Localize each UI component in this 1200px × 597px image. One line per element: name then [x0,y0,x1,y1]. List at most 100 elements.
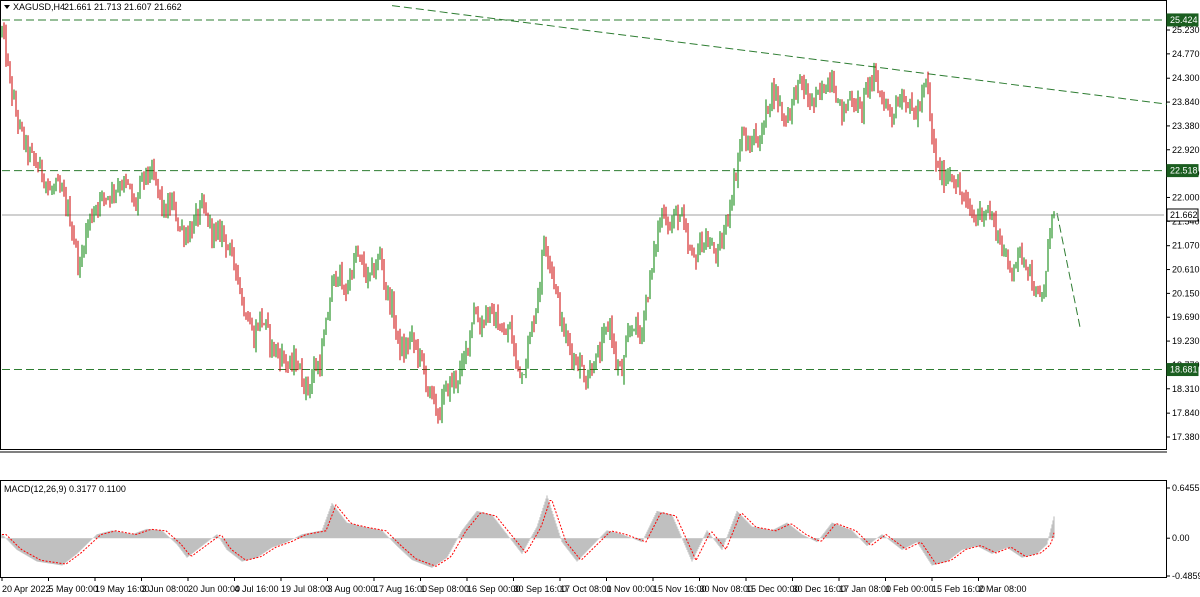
price-tick-label: 17.840 [1172,408,1200,418]
bear-candle-body [47,183,49,188]
bull-candle-body [141,174,143,182]
bear-candle-body [981,207,983,221]
bull-candle-body [93,212,95,219]
bear-candle-body [933,136,935,146]
bull-candle-body [391,297,393,311]
bear-candle-body [319,363,321,372]
bull-candle-body [325,319,327,335]
bull-candle-body [419,350,421,360]
bear-candle-body [823,84,825,93]
bull-candle-body [579,358,581,371]
level-badge [1166,208,1199,222]
bull-candle-body [909,100,911,107]
bull-candle-body [641,333,643,338]
bull-candle-body [849,94,851,100]
bull-candle-body [779,102,781,104]
bull-candle-body [89,214,91,226]
bull-candle-body [321,345,323,372]
bear-candle-body [1021,249,1023,261]
bear-candle-body [557,287,559,297]
level-badge [1166,13,1199,27]
bear-candle-body [875,69,877,79]
bear-candle-body [519,366,521,378]
bear-candle-body [3,28,5,33]
price-tick-label: 24.300 [1172,73,1200,83]
macd-tick-label: -0.4859 [1172,571,1200,581]
bull-candle-body [323,334,325,346]
bull-candle-body [465,347,467,356]
macd-panel[interactable] [0,480,1167,578]
bull-candle-body [317,363,319,371]
bull-candle-body [445,384,447,390]
bear-candle-body [961,192,963,199]
bull-candle-body [729,206,731,220]
macd-axis: 0.6455 0.00 -0.4859 [1166,483,1200,581]
bear-candle-body [7,60,9,63]
bear-candle-body [969,202,971,211]
bear-candle-body [773,83,775,101]
level-line [1056,212,1081,328]
bull-candle-body [873,69,875,83]
bull-candle-body [1003,253,1005,255]
bull-candle-body [523,374,525,376]
bear-candle-body [667,220,669,228]
bull-candle-body [353,255,355,277]
bull-candle-body [825,91,827,93]
bear-candle-body [273,342,275,354]
bear-candle-body [155,177,157,180]
bear-candle-body [801,76,803,82]
bear-candle-body [381,252,383,268]
bull-candle-body [115,190,117,195]
bear-candle-body [879,92,881,94]
bear-candle-body [153,167,155,178]
level-badges: 25.424 22.518 21.662 18.681 [1166,13,1199,377]
bull-candle-body [145,168,147,182]
bear-candle-body [919,105,921,107]
level-badge-label: 21.662 [1170,210,1198,220]
price-tick-label: 22.920 [1172,145,1200,155]
bear-candle-body [939,165,941,179]
bull-candle-body [673,212,675,224]
bull-candle-body [1053,211,1055,217]
bear-candle-body [989,209,991,218]
bull-candle-body [605,327,607,331]
bear-candle-body [845,107,847,110]
bear-candle-body [253,326,255,347]
macd-signal-line [2,500,1055,567]
bear-candle-body [361,255,363,260]
bear-candle-body [943,166,945,186]
bear-candle-body [683,210,685,223]
bull-candle-body [717,246,719,258]
bull-candle-body [1017,250,1019,263]
bear-candle-body [501,330,503,332]
bear-candle-body [871,77,873,83]
bear-candle-body [385,283,387,294]
bull-candle-body [593,369,595,372]
bear-candle-body [995,217,997,238]
bear-candle-body [807,87,809,101]
bear-candle-body [279,353,281,364]
bear-candle-body [789,113,791,116]
bull-candle-body [541,253,543,286]
bull-candle-body [817,91,819,94]
dropdown-triangle-icon[interactable] [4,5,10,9]
bull-candle-body [331,280,333,302]
bear-candle-body [1027,268,1029,273]
bear-candle-body [307,378,309,392]
bear-candle-body [613,342,615,346]
bull-candle-body [997,230,999,238]
bear-candle-body [9,62,11,79]
bull-candle-body [149,175,151,177]
bear-candle-body [621,364,623,376]
bull-candle-body [987,209,989,211]
bear-candle-body [499,329,501,331]
bull-candle-body [733,176,735,201]
bear-candle-body [205,208,207,214]
bear-candle-body [59,181,61,190]
bull-candle-body [387,290,389,294]
bear-candle-body [283,351,285,359]
bull-candle-body [737,158,739,180]
symbol-title: XAGUSD,H4 [13,2,65,12]
bull-candle-body [949,174,951,177]
